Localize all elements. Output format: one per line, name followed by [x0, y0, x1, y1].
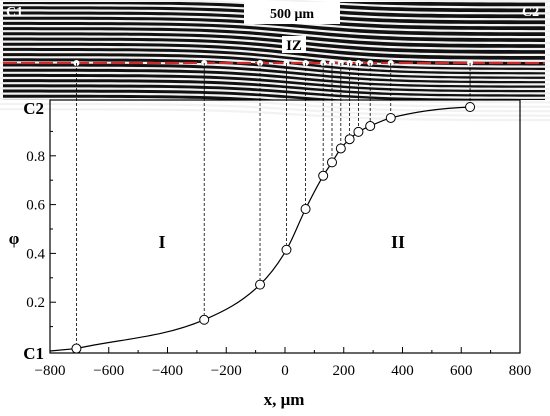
data-point: [335, 143, 346, 154]
micrograph-left-label: C1: [6, 5, 23, 20]
data-point: [199, 314, 210, 325]
data-point: [465, 102, 476, 112]
y-tick-label: 0.8: [26, 149, 45, 165]
micrograph-right-label: C2: [522, 5, 539, 20]
y-axis: 0.2 0.4 0.6 0.8: [26, 130, 56, 328]
y-tick-label: 0.6: [26, 198, 45, 214]
micrograph-stripe: [0, 87, 550, 104]
micrograph-stripe: [0, 71, 550, 90]
micrograph: 500 μm IZ C1 C2: [0, 0, 550, 122]
region-label-2: II: [391, 232, 405, 252]
x-tick-label: −400: [152, 363, 183, 379]
micrograph-stripe: [0, 66, 550, 86]
data-point: [318, 170, 329, 181]
region-label-1: I: [158, 232, 165, 252]
scale-bar-label: 500 μm: [270, 7, 314, 22]
plot-area: −800 −600 −400 −200 0 200 400 600 800 0.20.40.60…: [26, 99, 532, 379]
micrograph-stripe: [0, 102, 550, 117]
zone-label-box: [282, 36, 306, 53]
micrograph-stripe: [0, 35, 550, 57]
micrograph-stripe: [0, 97, 550, 113]
micrograph-stripe: [0, 24, 550, 45]
data-point: [344, 134, 355, 145]
data-point: [385, 112, 396, 123]
data-point: [300, 203, 311, 214]
y-tick-label: 0.4: [26, 246, 45, 262]
x-axis-title: x, μm: [264, 390, 305, 409]
micrograph-stripe: [0, 19, 550, 39]
micrograph-stripe: [355, 0, 550, 3]
micrograph-stripe: [0, 61, 550, 82]
micrograph-stripe: [0, 50, 550, 73]
y-top-label: C2: [23, 99, 44, 118]
data-point: [353, 126, 364, 137]
micrograph-stripe: [0, 82, 550, 99]
x-tick-label: 600: [450, 363, 473, 379]
data-point: [365, 121, 376, 132]
zone-label: IZ: [286, 38, 302, 54]
y-axis-title: φ: [9, 229, 20, 248]
y-bottom-label: C1: [23, 344, 44, 363]
x-tick-label: 400: [391, 363, 414, 379]
y-tick-label: 0.2: [26, 295, 45, 311]
x-axis: −800 −600 −400 −200 0 200 400 600 800: [35, 347, 532, 379]
data-point: [255, 279, 266, 290]
micrograph-stripe: [0, 92, 550, 108]
data-point: [281, 244, 292, 255]
micrograph-stripe: [0, 108, 550, 122]
x-tick-label: −800: [35, 363, 66, 379]
data-points: [71, 102, 476, 354]
data-point: [71, 343, 82, 354]
x-tick-label: 200: [333, 363, 356, 379]
scale-bar-box: [244, 2, 340, 24]
micrograph-stripe: [0, 30, 550, 51]
x-tick-label: −600: [93, 363, 124, 379]
x-tick-label: 800: [509, 363, 532, 379]
projection-lines: [76, 63, 471, 344]
micrograph-stripe: [0, 45, 550, 68]
micrograph-stripe: [266, 0, 550, 9]
micrograph-stripe: [0, 40, 550, 62]
data-point: [327, 157, 337, 168]
x-tick-label: 0: [281, 363, 289, 379]
x-tick-label: −200: [211, 363, 242, 379]
micrograph-stripe: [0, 76, 550, 95]
plot-frame: [49, 99, 521, 354]
